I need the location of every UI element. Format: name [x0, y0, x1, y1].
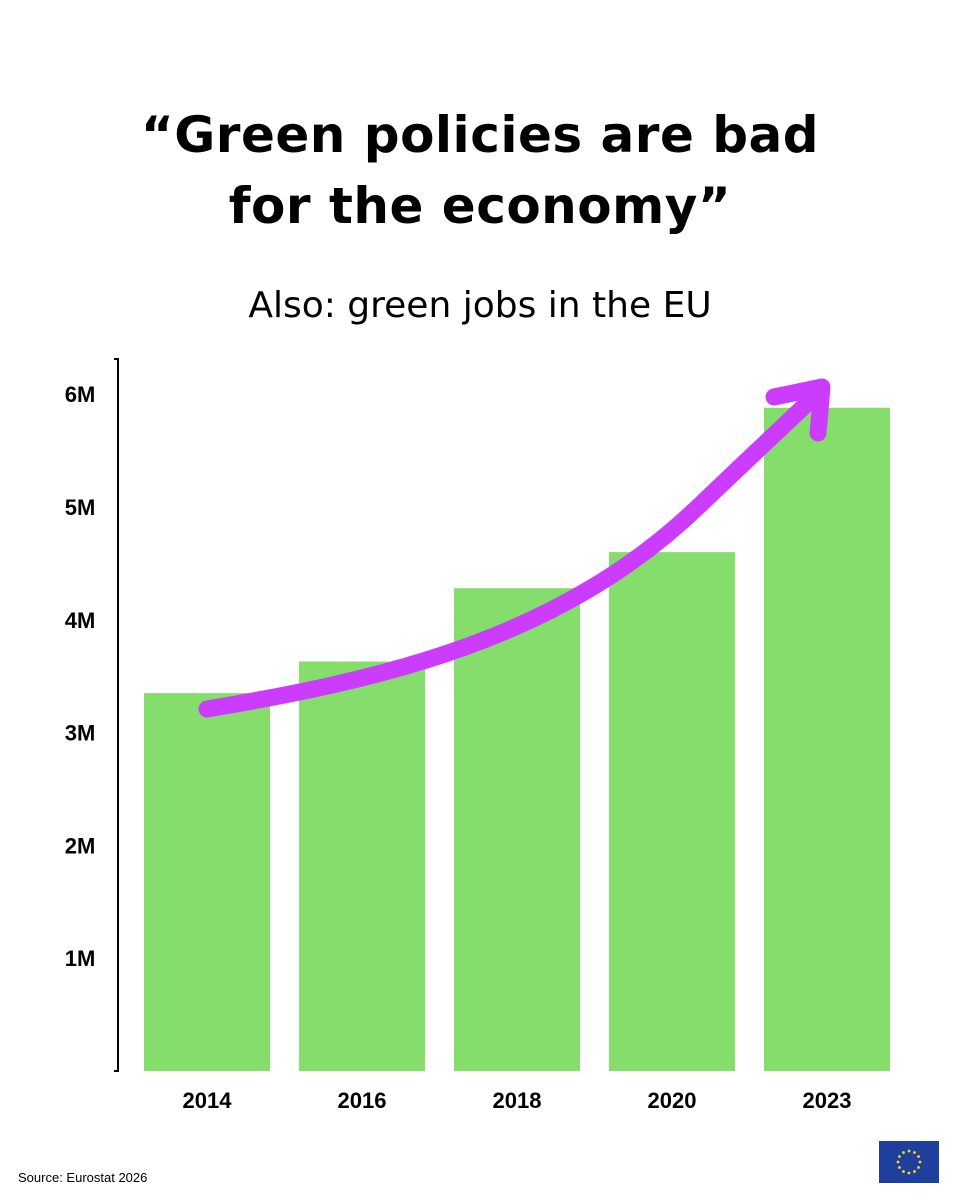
y-tick-label: 3M — [65, 721, 96, 746]
x-tick-label: 2014 — [183, 1088, 233, 1113]
flag-star — [913, 1170, 916, 1173]
y-tick-label: 4M — [65, 608, 96, 633]
flag-star — [902, 1151, 905, 1154]
y-tick-label: 1M — [65, 946, 96, 971]
y-tick-label: 6M — [65, 382, 96, 407]
bar-2020 — [609, 552, 735, 1071]
chart-subtitle: Also: green jobs in the EU — [248, 285, 712, 326]
headline-line-2: for the economy” — [228, 177, 732, 235]
bar-2023 — [764, 407, 890, 1072]
trend-arrow-shaft — [198, 384, 827, 718]
flag-star — [907, 1149, 911, 1153]
x-tick-label: 2020 — [648, 1088, 697, 1113]
flag-star — [918, 1160, 922, 1164]
flag-star — [917, 1155, 920, 1158]
bar-2018 — [454, 588, 580, 1071]
x-tick-label: 2018 — [493, 1088, 542, 1113]
flag-star — [898, 1166, 901, 1169]
headline-line-1: “Green policies are bad — [140, 106, 820, 164]
bars — [144, 407, 890, 1072]
eu-flag-icon — [879, 1141, 939, 1183]
source-note: Source: Eurostat 2026 — [18, 1170, 148, 1185]
trend-arrow-head — [765, 378, 831, 442]
flag-star — [898, 1155, 901, 1158]
x-tick-label: 2023 — [803, 1088, 852, 1113]
flag-star — [913, 1151, 916, 1154]
flag-star — [902, 1170, 905, 1173]
y-tick-label: 5M — [65, 495, 96, 520]
y-axis: 1M 2M 3M 4M 5M 6M — [65, 358, 119, 1072]
flag-star — [907, 1171, 911, 1175]
trend-arrow — [198, 378, 831, 718]
bar-2014 — [144, 693, 270, 1071]
flag-star — [917, 1166, 920, 1169]
eu-flag-stars — [896, 1149, 922, 1175]
headline: “Green policies are bad for the economy” — [0, 100, 960, 242]
y-tick-label: 2M — [65, 833, 96, 858]
bar-2016 — [299, 661, 425, 1071]
flag-star — [896, 1160, 900, 1164]
x-axis-labels: 2014 2016 2018 2020 2023 — [183, 1088, 852, 1113]
x-tick-label: 2016 — [338, 1088, 387, 1113]
